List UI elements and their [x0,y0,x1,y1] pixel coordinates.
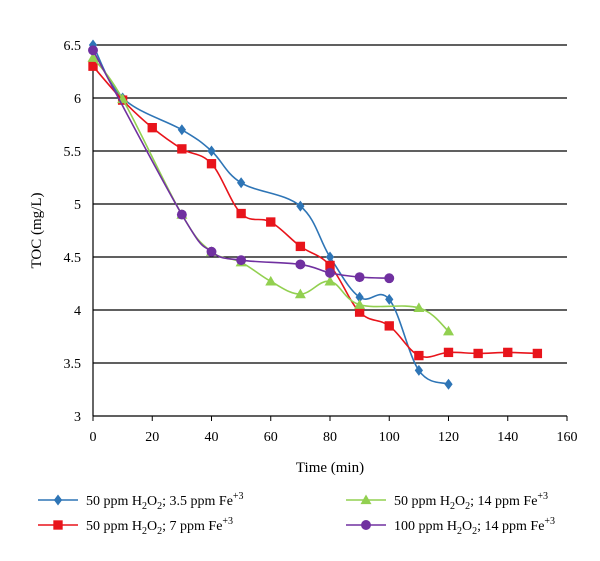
diamond-marker [325,251,335,263]
circle-marker [88,45,98,56]
x-tick-label: 100 [379,430,400,445]
x-axis-ticks: 0 20 40 60 80 100 120 140 160 [90,416,578,445]
square-marker [473,348,483,359]
series-layer [87,39,543,390]
legend-entry: 100 ppm H2O2; 14 ppm Fe+3 [346,516,555,537]
triangle-marker [265,275,277,286]
square-marker [295,241,306,252]
series-1 [88,39,453,390]
circle-marker [236,255,247,266]
y-tick-label: 4 [74,304,81,319]
y-tick-label: 3 [74,410,81,425]
square-marker [443,347,454,358]
square-marker [206,159,217,169]
legend-label: 100 ppm H2O2; 14 ppm Fe+3 [394,516,555,537]
circle-marker [384,273,395,284]
x-tick-label: 0 [90,430,97,445]
x-tick-label: 80 [323,430,337,445]
y-tick-label: 6 [74,92,81,107]
series-4 [88,45,395,284]
diamond-marker [237,177,246,189]
diamond-marker [207,145,216,157]
x-tick-label: 20 [145,430,159,445]
square-marker [414,350,424,361]
square-marker [325,260,335,271]
diamond-marker [414,364,423,376]
triangle-marker [87,52,99,62]
square-marker [147,123,157,133]
legend-entry: 50 ppm H2O2; 14 ppm Fe+3 [346,491,548,512]
series-line [92,65,538,358]
x-axis-label: Time (min) [296,460,364,476]
legend-entry: 50 ppm H2O2; 7 ppm Fe+3 [38,516,233,537]
x-tick-label: 40 [205,430,219,445]
square-marker [266,217,276,227]
legend-entry: 50 ppm H2O2; 3.5 ppm Fe+3 [38,491,244,512]
legend: 50 ppm H2O2; 3.5 ppm Fe+3 50 ppm H2O2; 14… [38,491,555,537]
legend-diamond-marker [53,494,63,506]
diamond-marker [385,293,394,305]
y-tick-label: 5.5 [64,145,82,160]
triangle-marker [324,275,336,286]
square-marker [384,321,394,331]
square-marker [88,61,98,71]
x-tick-label: 60 [264,430,278,445]
series-line [92,57,450,332]
square-marker [503,347,513,358]
diamond-marker [444,378,453,390]
circle-marker [176,209,187,220]
series-line [92,44,449,385]
y-tick-label: 3.5 [64,357,82,372]
series-line [92,49,390,279]
diamond-marker [177,124,186,136]
y-tick-label: 4.5 [64,251,82,266]
y-tick-label: 5 [74,198,81,213]
x-tick-label: 140 [497,430,518,445]
diamond-marker [296,200,305,212]
square-marker [177,144,187,154]
square-marker [236,208,246,219]
circle-marker [354,272,365,283]
circle-marker [295,259,306,270]
x-tick-label: 160 [557,430,578,445]
legend-circle-marker [361,520,371,530]
legend-label: 50 ppm H2O2; 3.5 ppm Fe+3 [86,491,244,512]
x-tick-label: 120 [438,430,459,445]
legend-label: 50 ppm H2O2; 14 ppm Fe+3 [394,491,548,512]
triangle-marker [443,325,454,336]
grid-lines [93,44,567,364]
triangle-marker [294,288,306,299]
circle-marker [325,267,335,278]
y-tick-label: 6.5 [64,39,82,54]
square-marker [532,348,543,359]
series-2 [88,61,543,361]
circle-marker [206,246,217,257]
legend-square-marker [53,520,63,530]
triangle-marker [413,302,425,313]
square-marker [354,307,365,317]
diamond-marker [355,291,364,303]
triangle-marker [354,299,366,309]
legend-triangle-marker [360,494,372,505]
y-axis-ticks: 3 3.5 4 4.5 5 5.5 6 6.5 [64,39,82,425]
y-axis-label: TOC (mg/L) [29,193,45,269]
legend-label: 50 ppm H2O2; 7 ppm Fe+3 [86,516,233,537]
